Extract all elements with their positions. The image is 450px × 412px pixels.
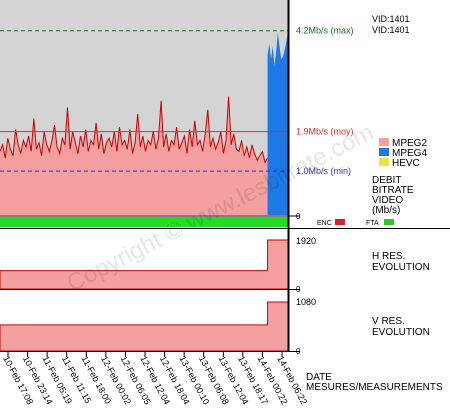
footer-measurements-label: MESURES/MEASUREMENTS [306, 382, 443, 393]
flag-label-enc: ENC [317, 220, 332, 227]
status-bar [0, 217, 289, 227]
v-res-title-line-2: EVOLUTION [372, 327, 430, 338]
legend-label-mpeg2: MPEG2 [392, 138, 427, 149]
reference-lines [0, 30, 288, 172]
reference-label-1: 4.2Mb/s (max) [296, 26, 354, 36]
legend-label-hevc: HEVC [392, 158, 420, 169]
h-res-title-line-2: EVOLUTION [372, 262, 430, 273]
flag-swatch-enc [335, 219, 345, 225]
mpeg4-area [267, 30, 288, 216]
v-res-zero-label: 0 [296, 347, 301, 356]
bitrate-title-line-3: VIDEO [372, 195, 403, 206]
bitrate-areas [0, 30, 288, 216]
mpeg2-base-fill [0, 171, 268, 215]
bitrate-title-line-2: BITRATE [372, 185, 414, 196]
h-res-max-label: 1920 [296, 236, 316, 246]
bitrate-title-line-1: DEBIT [372, 175, 401, 186]
v-res-title-line-1: V RES. [372, 316, 405, 327]
flag-swatch-fta [384, 219, 394, 225]
h-res-panel [0, 229, 289, 290]
vid-label-1: VID:1401 [372, 14, 410, 24]
v-res-title: V RES.EVOLUTION [372, 316, 430, 338]
legend-swatch-mpeg2 [379, 138, 389, 146]
bitrate-title-line-4: (Mb/s) [372, 205, 400, 216]
bitrate-zero-label: 0 [296, 212, 301, 221]
bitrate-panel [0, 0, 288, 216]
vid-label-2: VID:1401 [372, 25, 410, 35]
footer-date-label: DATE [306, 372, 332, 383]
status-flags: ENC FTA [317, 219, 394, 227]
legend-swatch-mpeg4 [379, 148, 389, 156]
reference-label-3: 1.0Mb/s (min) [296, 166, 351, 176]
reference-label-2: 1.9Mb/s (moy) [296, 127, 354, 137]
h-res-title-line-1: H RES. [372, 251, 405, 262]
v-res-max-label: 1080 [296, 297, 316, 307]
h-res-zero-label: 0 [296, 285, 301, 294]
legend-swatch-hevc [379, 158, 389, 166]
legend-label-mpeg4: MPEG4 [392, 148, 427, 159]
mpeg2-area [0, 96, 268, 172]
mpeg2-line [0, 96, 269, 164]
flag-label-fta: FTA [366, 220, 379, 227]
h-res-title: H RES.EVOLUTION [372, 251, 430, 273]
v-res-panel [0, 291, 289, 352]
